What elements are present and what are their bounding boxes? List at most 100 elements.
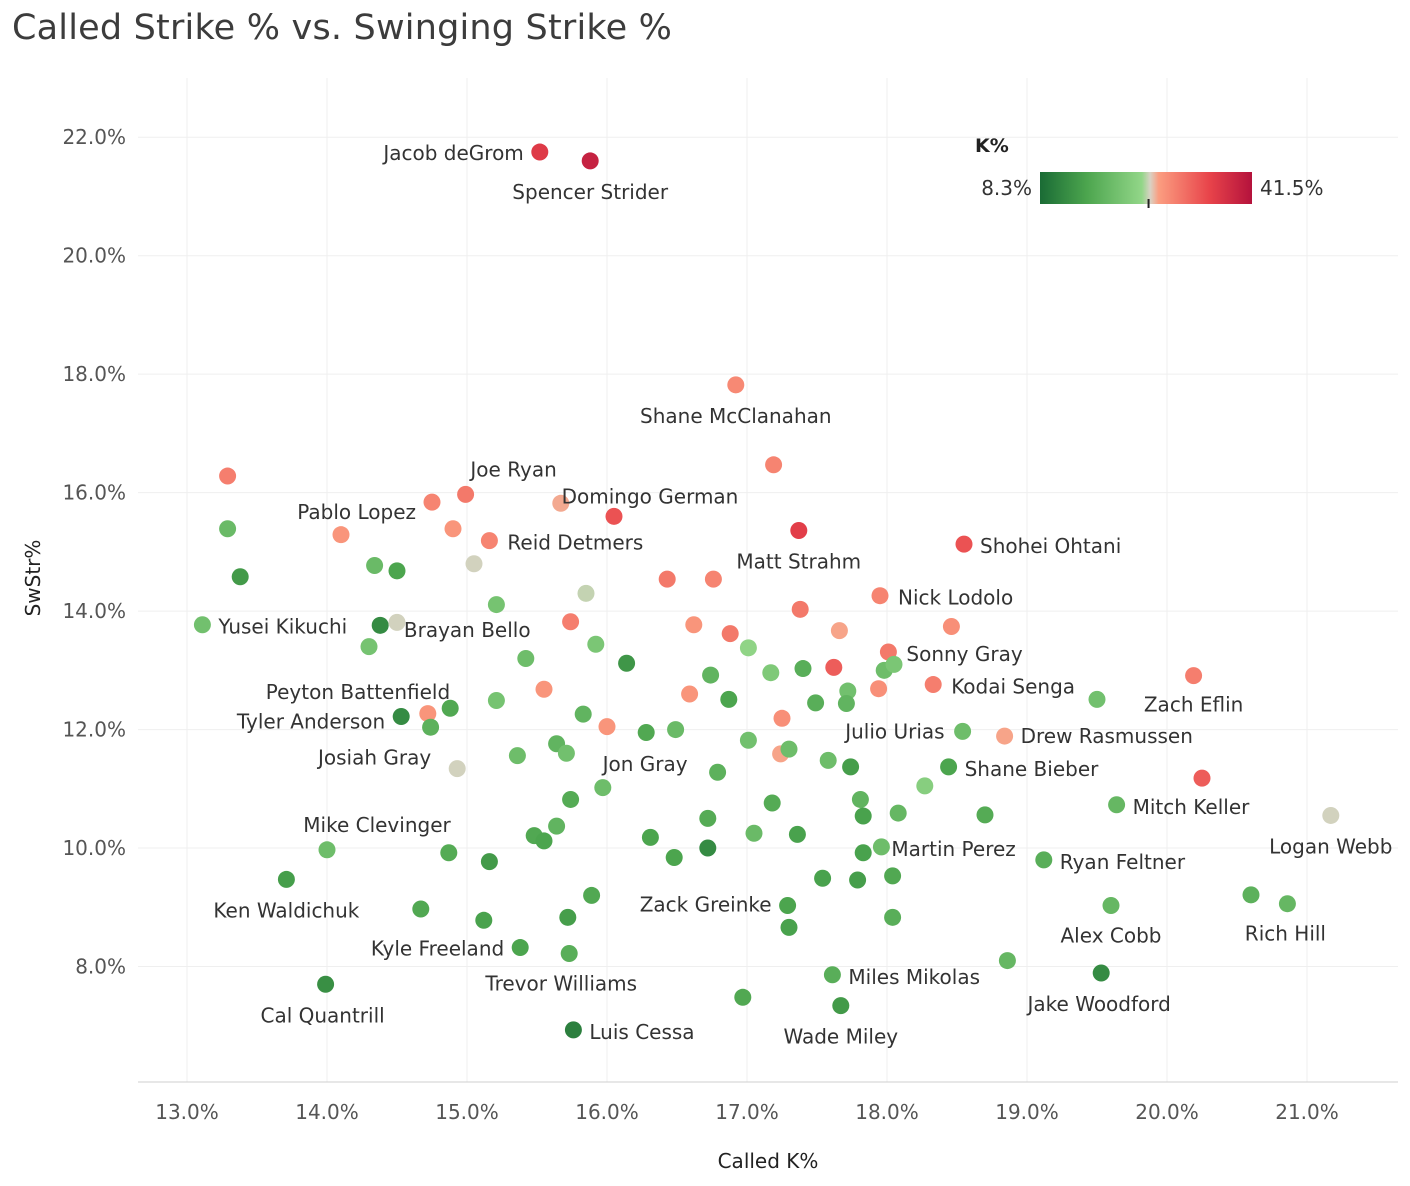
- data-point[interactable]: [924, 676, 942, 694]
- data-point[interactable]: [562, 790, 580, 808]
- data-point[interactable]: [704, 570, 722, 588]
- data-point[interactable]: [976, 806, 994, 824]
- data-point[interactable]: [721, 625, 739, 643]
- data-point[interactable]: [709, 763, 727, 781]
- data-point[interactable]: [444, 520, 462, 538]
- data-point[interactable]: [851, 790, 869, 808]
- data-point[interactable]: [765, 456, 783, 474]
- data-point[interactable]: [779, 896, 797, 914]
- data-point[interactable]: [423, 493, 441, 511]
- data-point[interactable]: [1242, 886, 1260, 904]
- data-point[interactable]: [849, 871, 867, 889]
- data-point[interactable]: [487, 596, 505, 614]
- data-point[interactable]: [794, 660, 812, 678]
- data-point[interactable]: [1185, 667, 1203, 685]
- data-point[interactable]: [564, 1021, 582, 1039]
- data-point[interactable]: [940, 758, 958, 776]
- data-point[interactable]: [830, 622, 848, 640]
- data-point[interactable]: [734, 988, 752, 1006]
- data-point[interactable]: [552, 494, 570, 512]
- data-point[interactable]: [1035, 851, 1053, 869]
- data-point[interactable]: [508, 747, 526, 765]
- data-point[interactable]: [791, 600, 809, 618]
- data-point[interactable]: [870, 680, 888, 698]
- data-point[interactable]: [832, 997, 850, 1015]
- data-point[interactable]: [332, 526, 350, 544]
- data-point[interactable]: [511, 939, 529, 957]
- data-point[interactable]: [440, 844, 458, 862]
- data-point[interactable]: [574, 705, 592, 723]
- data-point[interactable]: [685, 616, 703, 634]
- data-point[interactable]: [819, 751, 837, 769]
- data-point[interactable]: [872, 838, 890, 856]
- data-point[interactable]: [720, 690, 738, 708]
- data-point[interactable]: [465, 555, 483, 573]
- data-point[interactable]: [854, 807, 872, 825]
- data-point[interactable]: [366, 556, 384, 574]
- data-point[interactable]: [318, 841, 336, 859]
- data-point[interactable]: [1092, 964, 1110, 982]
- data-point[interactable]: [277, 870, 295, 888]
- data-point[interactable]: [412, 900, 430, 918]
- data-point[interactable]: [996, 727, 1014, 745]
- data-point[interactable]: [1193, 769, 1211, 787]
- data-point[interactable]: [562, 613, 580, 631]
- data-point[interactable]: [780, 740, 798, 758]
- data-point[interactable]: [814, 869, 832, 887]
- data-point[interactable]: [773, 709, 791, 727]
- data-point[interactable]: [871, 587, 889, 605]
- data-point[interactable]: [1278, 895, 1296, 913]
- data-point[interactable]: [360, 638, 378, 656]
- data-point[interactable]: [667, 721, 685, 739]
- data-point[interactable]: [560, 944, 578, 962]
- data-point[interactable]: [702, 666, 720, 684]
- data-point[interactable]: [583, 886, 601, 904]
- data-point[interactable]: [884, 867, 902, 885]
- data-point[interactable]: [535, 832, 553, 850]
- data-point[interactable]: [441, 699, 459, 717]
- data-point[interactable]: [487, 692, 505, 710]
- data-point[interactable]: [641, 828, 659, 846]
- data-point[interactable]: [587, 635, 605, 653]
- data-point[interactable]: [681, 685, 699, 703]
- data-point[interactable]: [637, 724, 655, 742]
- data-point[interactable]: [219, 467, 237, 485]
- data-point[interactable]: [193, 616, 211, 634]
- data-point[interactable]: [763, 794, 781, 812]
- data-point[interactable]: [577, 584, 595, 602]
- data-point[interactable]: [517, 649, 535, 667]
- data-point[interactable]: [825, 658, 843, 676]
- data-point[interactable]: [884, 908, 902, 926]
- data-point[interactable]: [480, 853, 498, 871]
- data-point[interactable]: [1322, 806, 1340, 824]
- data-point[interactable]: [823, 966, 841, 984]
- data-point[interactable]: [699, 839, 717, 857]
- data-point[interactable]: [790, 522, 808, 540]
- data-point[interactable]: [739, 731, 757, 749]
- data-point[interactable]: [699, 809, 717, 827]
- data-point[interactable]: [665, 849, 683, 867]
- data-point[interactable]: [448, 760, 466, 778]
- data-point[interactable]: [788, 825, 806, 843]
- data-point[interactable]: [658, 570, 676, 588]
- data-point[interactable]: [480, 532, 498, 550]
- data-point[interactable]: [392, 708, 410, 726]
- data-point[interactable]: [531, 143, 549, 161]
- data-point[interactable]: [745, 824, 763, 842]
- data-point[interactable]: [219, 520, 237, 538]
- data-point[interactable]: [388, 613, 406, 631]
- data-point[interactable]: [916, 777, 934, 795]
- data-point[interactable]: [739, 639, 757, 657]
- data-point[interactable]: [842, 758, 860, 776]
- data-point[interactable]: [317, 975, 335, 993]
- data-point[interactable]: [839, 682, 857, 700]
- data-point[interactable]: [854, 844, 872, 862]
- data-point[interactable]: [231, 568, 249, 586]
- data-point[interactable]: [371, 616, 389, 634]
- data-point[interactable]: [535, 680, 553, 698]
- data-point[interactable]: [762, 664, 780, 682]
- data-point[interactable]: [475, 911, 493, 929]
- data-point[interactable]: [1102, 896, 1120, 914]
- data-point[interactable]: [594, 779, 612, 797]
- data-point[interactable]: [422, 718, 440, 736]
